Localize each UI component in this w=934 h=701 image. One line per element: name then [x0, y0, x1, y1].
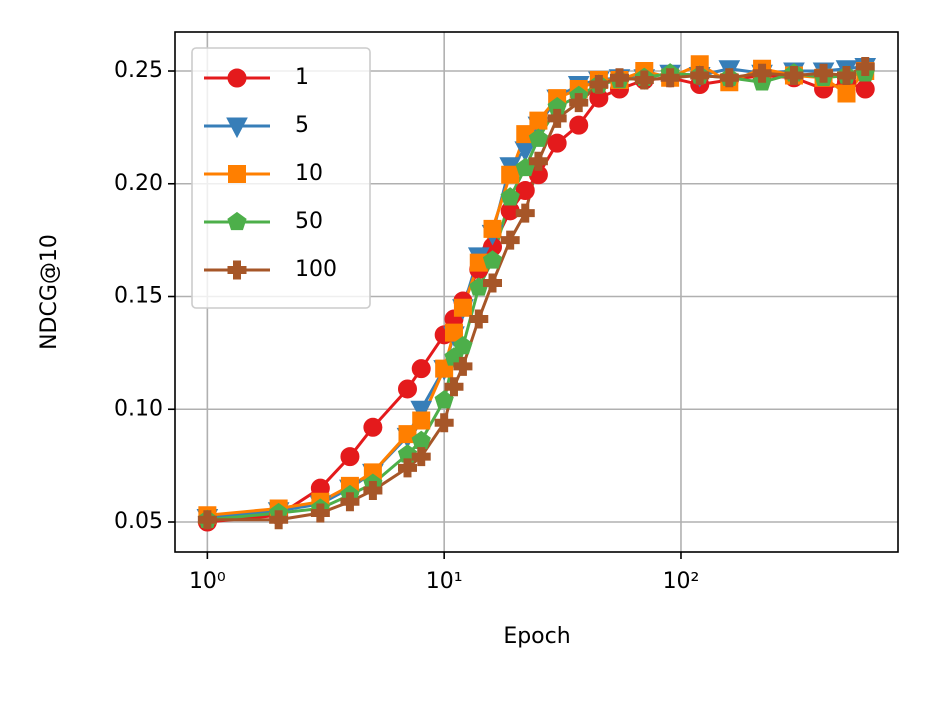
data-point [547, 133, 567, 153]
plot-frame [174, 31, 899, 553]
x-tick-label: 10⁰ [189, 569, 226, 594]
data-point [500, 230, 520, 250]
legend-marker [227, 260, 247, 280]
legend-label: 100 [295, 257, 337, 282]
data-point [483, 273, 503, 293]
x-tick-label: 10¹ [426, 569, 463, 594]
data-point [483, 219, 502, 238]
data-point [453, 298, 472, 317]
data-point [515, 203, 535, 223]
data-point [411, 359, 431, 379]
data-point [397, 458, 417, 478]
x-tick-label: 10² [663, 569, 700, 594]
data-point [434, 390, 454, 409]
legend-box [191, 47, 371, 309]
data-point [363, 417, 383, 437]
y-tick-label: 0.15 [114, 284, 163, 309]
data-point [434, 413, 454, 433]
data-point [855, 79, 875, 99]
y-tick-label: 0.10 [114, 396, 163, 421]
data-point [528, 151, 548, 171]
data-point [752, 63, 772, 83]
data-point [340, 492, 360, 512]
legend-marker [227, 211, 247, 231]
legend-label: 10 [295, 161, 323, 186]
data-point [837, 84, 856, 103]
data-point [340, 447, 360, 467]
data-point [453, 356, 473, 376]
y-axis-label: NDCG@10 [37, 234, 62, 350]
legend-marker [228, 165, 246, 183]
legend-label: 5 [295, 113, 309, 138]
data-point [547, 108, 567, 128]
data-point [197, 510, 217, 530]
data-point [690, 66, 710, 86]
data-point [784, 66, 804, 86]
data-point [469, 253, 488, 272]
series-line [207, 71, 866, 522]
data-point [501, 165, 520, 184]
data-point [529, 111, 548, 130]
data-point [469, 309, 489, 329]
data-point [515, 181, 535, 201]
data-point [528, 128, 549, 147]
data-point [310, 503, 330, 523]
data-point [444, 377, 464, 397]
legend-marker [226, 117, 248, 139]
y-tick-label: 0.05 [114, 509, 163, 534]
data-point [719, 68, 739, 88]
data-point [397, 379, 417, 399]
data-point [634, 70, 654, 90]
data-point [500, 187, 520, 206]
data-point [453, 336, 473, 355]
data-point [412, 411, 431, 430]
y-tick-label: 0.25 [114, 58, 163, 83]
data-point [814, 63, 834, 83]
data-point [411, 447, 431, 467]
legend-marker [227, 68, 247, 88]
data-point [482, 250, 503, 269]
legend-label: 50 [295, 209, 323, 234]
data-point [569, 115, 589, 135]
data-point [589, 75, 609, 95]
legend-label: 1 [295, 65, 309, 90]
legend: 1 5 10 50 100 [191, 47, 371, 309]
data-point [569, 93, 589, 113]
data-point [836, 66, 856, 86]
data-point [855, 57, 875, 77]
data-point [660, 68, 680, 88]
data-point [269, 510, 289, 530]
x-axis-label: Epoch [503, 624, 570, 649]
data-point [363, 480, 383, 500]
y-tick-label: 0.20 [114, 171, 163, 196]
data-point [410, 400, 433, 422]
data-point [609, 68, 629, 88]
